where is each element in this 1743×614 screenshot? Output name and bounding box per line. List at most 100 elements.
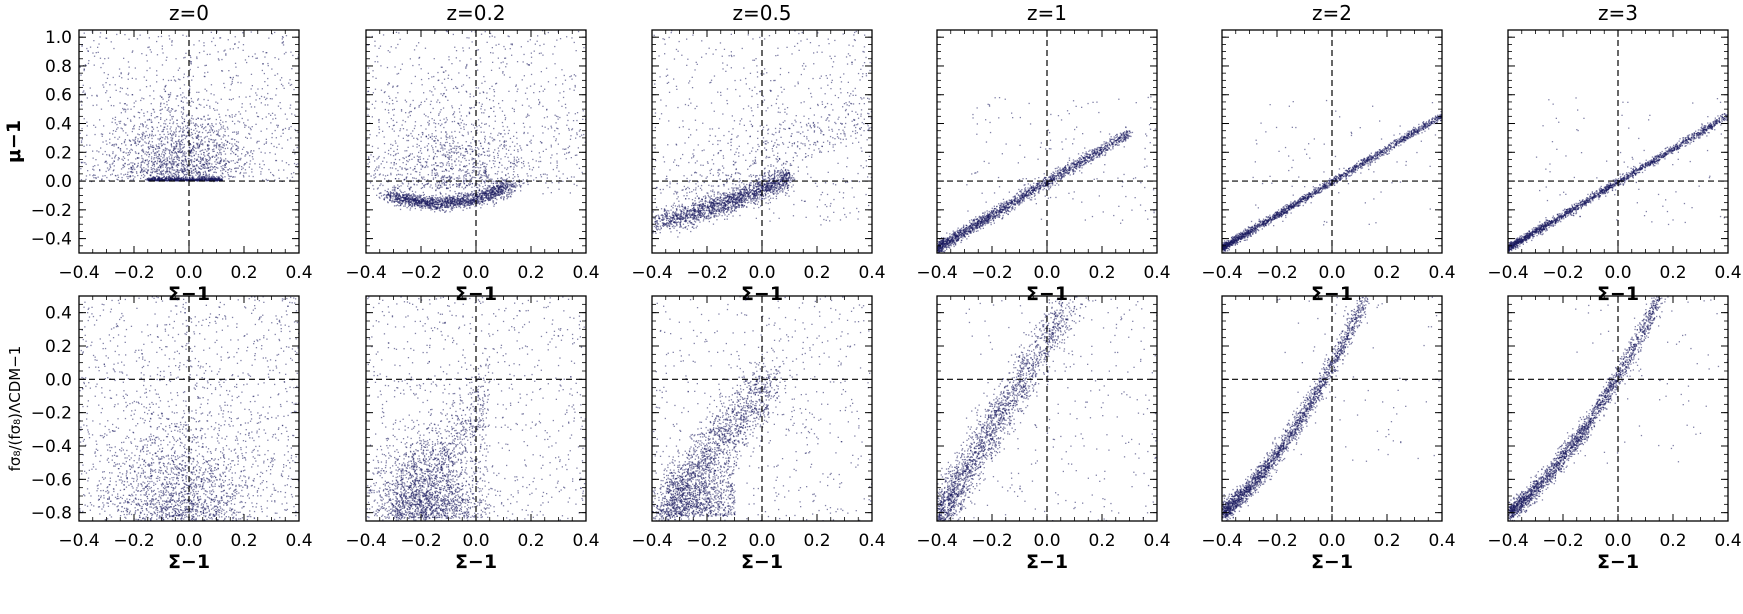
scatter-point [221, 70, 224, 72]
scatter-point [193, 44, 195, 46]
scatter-point [163, 151, 166, 153]
scatter-point [399, 201, 401, 203]
scatter-point [148, 140, 151, 142]
scatter-point [237, 159, 240, 161]
scatter-point [489, 197, 491, 199]
scatter-point [489, 199, 491, 201]
scatter-point [168, 110, 170, 112]
scatter-point [171, 154, 173, 156]
scatter-point [472, 163, 474, 165]
scatter-point [237, 75, 239, 77]
scatter-point [508, 129, 510, 132]
scatter-point [409, 209, 411, 211]
scatter-point [163, 176, 165, 178]
scatter-point [127, 164, 129, 166]
scatter-point [212, 150, 214, 153]
scatter-point [461, 197, 463, 199]
scatter-point [220, 152, 222, 154]
scatter-point [175, 161, 177, 163]
scatter-point [555, 175, 558, 177]
scatter-point [100, 147, 102, 149]
scatter-point [156, 156, 158, 158]
scatter-point [504, 179, 506, 181]
scatter-point [445, 193, 447, 195]
scatter-point [187, 165, 189, 167]
scatter-point [183, 76, 185, 79]
scatter-point [281, 147, 283, 149]
scatter-point [432, 203, 434, 205]
scatter-point [205, 180, 207, 182]
scatter-point [402, 191, 404, 194]
scatter-point [183, 146, 185, 148]
scatter-point [471, 191, 473, 193]
scatter-point [424, 205, 427, 207]
scatter-point [477, 195, 479, 198]
scatter-point [484, 181, 486, 183]
scatter-point [140, 162, 142, 164]
scatter-point [429, 199, 432, 201]
scatter-point [506, 182, 508, 184]
scatter-point [220, 148, 222, 150]
scatter-point [376, 135, 378, 137]
scatter-point [471, 172, 473, 174]
scatter-point [239, 171, 242, 174]
scatter-point [493, 186, 496, 188]
scatter-point [393, 205, 396, 207]
scatter-point [458, 200, 460, 202]
scatter-point [205, 159, 207, 162]
scatter-point [158, 143, 160, 145]
scatter-point [379, 192, 382, 194]
scatter-point [419, 204, 421, 207]
scatter-point [173, 142, 175, 144]
scatter-point [123, 57, 125, 59]
scatter-point [80, 140, 83, 142]
scatter-point [149, 95, 151, 97]
scatter-point [184, 153, 186, 155]
scatter-point [162, 164, 164, 166]
scatter-point [112, 117, 114, 120]
scatter-point [164, 147, 167, 149]
scatter-point [460, 152, 462, 155]
scatter-point [150, 119, 152, 121]
scatter-point [387, 174, 389, 176]
scatter-point [164, 158, 166, 160]
scatter-point [226, 126, 229, 128]
scatter-point [513, 182, 515, 185]
scatter-point [195, 153, 197, 155]
scatter-point [170, 143, 172, 146]
scatter-point [244, 59, 247, 61]
scatter-point [129, 176, 131, 178]
scatter-point [397, 198, 399, 200]
scatter-point [128, 72, 130, 74]
scatter-point [432, 94, 434, 96]
scatter-point [498, 185, 500, 188]
scatter-point [408, 198, 410, 200]
scatter-point [506, 196, 509, 198]
scatter-point [242, 49, 244, 51]
scatter-point [452, 167, 454, 169]
scatter-point [178, 162, 180, 165]
scatter-point [497, 154, 499, 156]
scatter-point [490, 197, 492, 199]
scatter-point [425, 202, 428, 204]
scatter-point [242, 167, 244, 169]
scatter-point [168, 96, 171, 98]
scatter-point [207, 149, 209, 151]
scatter-point [436, 203, 438, 205]
scatter-point [447, 202, 449, 204]
scatter-point [147, 127, 149, 130]
scatter-point [391, 167, 394, 169]
scatter-point [157, 116, 159, 118]
scatter-point [81, 138, 83, 140]
scatter-point [108, 179, 110, 182]
scatter-point [505, 179, 508, 181]
scatter-point [198, 135, 200, 138]
scatter-point [492, 188, 494, 191]
scatter-point [124, 103, 126, 105]
scatter-point [129, 150, 131, 152]
scatter-point [120, 127, 122, 129]
scatter-point [229, 175, 231, 178]
scatter-point [450, 145, 452, 147]
scatter-point [219, 37, 221, 39]
scatter-point [396, 121, 398, 123]
